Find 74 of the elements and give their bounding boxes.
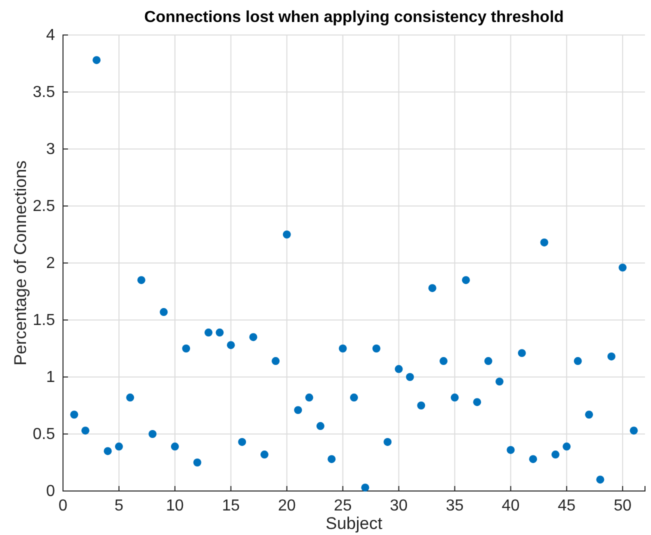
- y-tick-label: 4: [46, 27, 56, 44]
- point: [114, 442, 123, 451]
- x-tick-label: 0: [58, 497, 68, 514]
- point: [406, 373, 414, 381]
- point: [137, 276, 146, 284]
- point: [585, 410, 594, 419]
- point: [226, 341, 235, 350]
- point: [160, 308, 168, 316]
- point: [328, 455, 336, 464]
- x-tick-label: 45: [558, 497, 576, 514]
- point: [607, 352, 616, 360]
- point: [473, 398, 482, 406]
- point: [70, 410, 78, 419]
- x-tick-label: 30: [390, 497, 408, 514]
- point: [193, 458, 202, 466]
- x-tick-label: 15: [222, 497, 240, 514]
- point: [204, 328, 212, 337]
- point: [238, 438, 246, 446]
- x-tick-label: 5: [114, 497, 124, 514]
- y-tick-label: 0.5: [32, 426, 56, 444]
- y-tick-label: 2: [46, 255, 56, 272]
- x-tick-label: 40: [502, 497, 520, 514]
- point: [450, 394, 459, 402]
- point: [361, 484, 370, 492]
- chart-title: Connections lost when applying consistency threshold: [144, 9, 564, 26]
- point: [272, 357, 280, 366]
- point: [338, 344, 347, 352]
- point: [81, 426, 90, 435]
- point: [294, 406, 302, 414]
- y-tick-label: 2.5: [32, 198, 56, 216]
- point: [484, 357, 492, 366]
- point: [540, 238, 548, 246]
- point: [529, 455, 538, 464]
- point: [518, 349, 526, 358]
- y-tick-label: 1: [46, 369, 56, 386]
- point: [350, 394, 358, 402]
- x-tick-label: 20: [278, 497, 296, 514]
- point: [562, 442, 571, 451]
- point: [170, 442, 179, 451]
- x-tick-label: 50: [614, 497, 632, 514]
- point: [630, 426, 638, 435]
- point: [394, 365, 403, 373]
- x-tick-label: 10: [166, 497, 184, 514]
- point: [574, 357, 582, 366]
- point: [249, 333, 258, 342]
- point: [618, 264, 627, 272]
- x-axis-title: Subject: [326, 514, 383, 533]
- point: [462, 276, 470, 284]
- point: [104, 447, 112, 456]
- y-tick-label: 0: [46, 483, 56, 500]
- point: [216, 328, 224, 337]
- point: [182, 344, 190, 352]
- point: [384, 438, 392, 446]
- point: [440, 357, 448, 366]
- x-tick-label: 25: [334, 497, 352, 514]
- point: [596, 476, 604, 484]
- x-tick-label: 35: [446, 497, 464, 514]
- point: [428, 284, 436, 292]
- point: [126, 394, 134, 402]
- point: [316, 422, 324, 430]
- point: [372, 344, 380, 352]
- point: [260, 450, 268, 458]
- point: [506, 446, 515, 454]
- y-tick-label: 1.5: [32, 312, 56, 330]
- y-axis-title: Percentage of Connections: [11, 160, 30, 366]
- point: [92, 56, 101, 64]
- y-tick-label: 3.5: [32, 84, 56, 102]
- point: [551, 450, 560, 458]
- point: [496, 378, 504, 386]
- y-tick-label: 3: [46, 141, 56, 158]
- point: [305, 394, 314, 402]
- point: [282, 230, 291, 238]
- point: [417, 402, 426, 410]
- point: [148, 430, 157, 438]
